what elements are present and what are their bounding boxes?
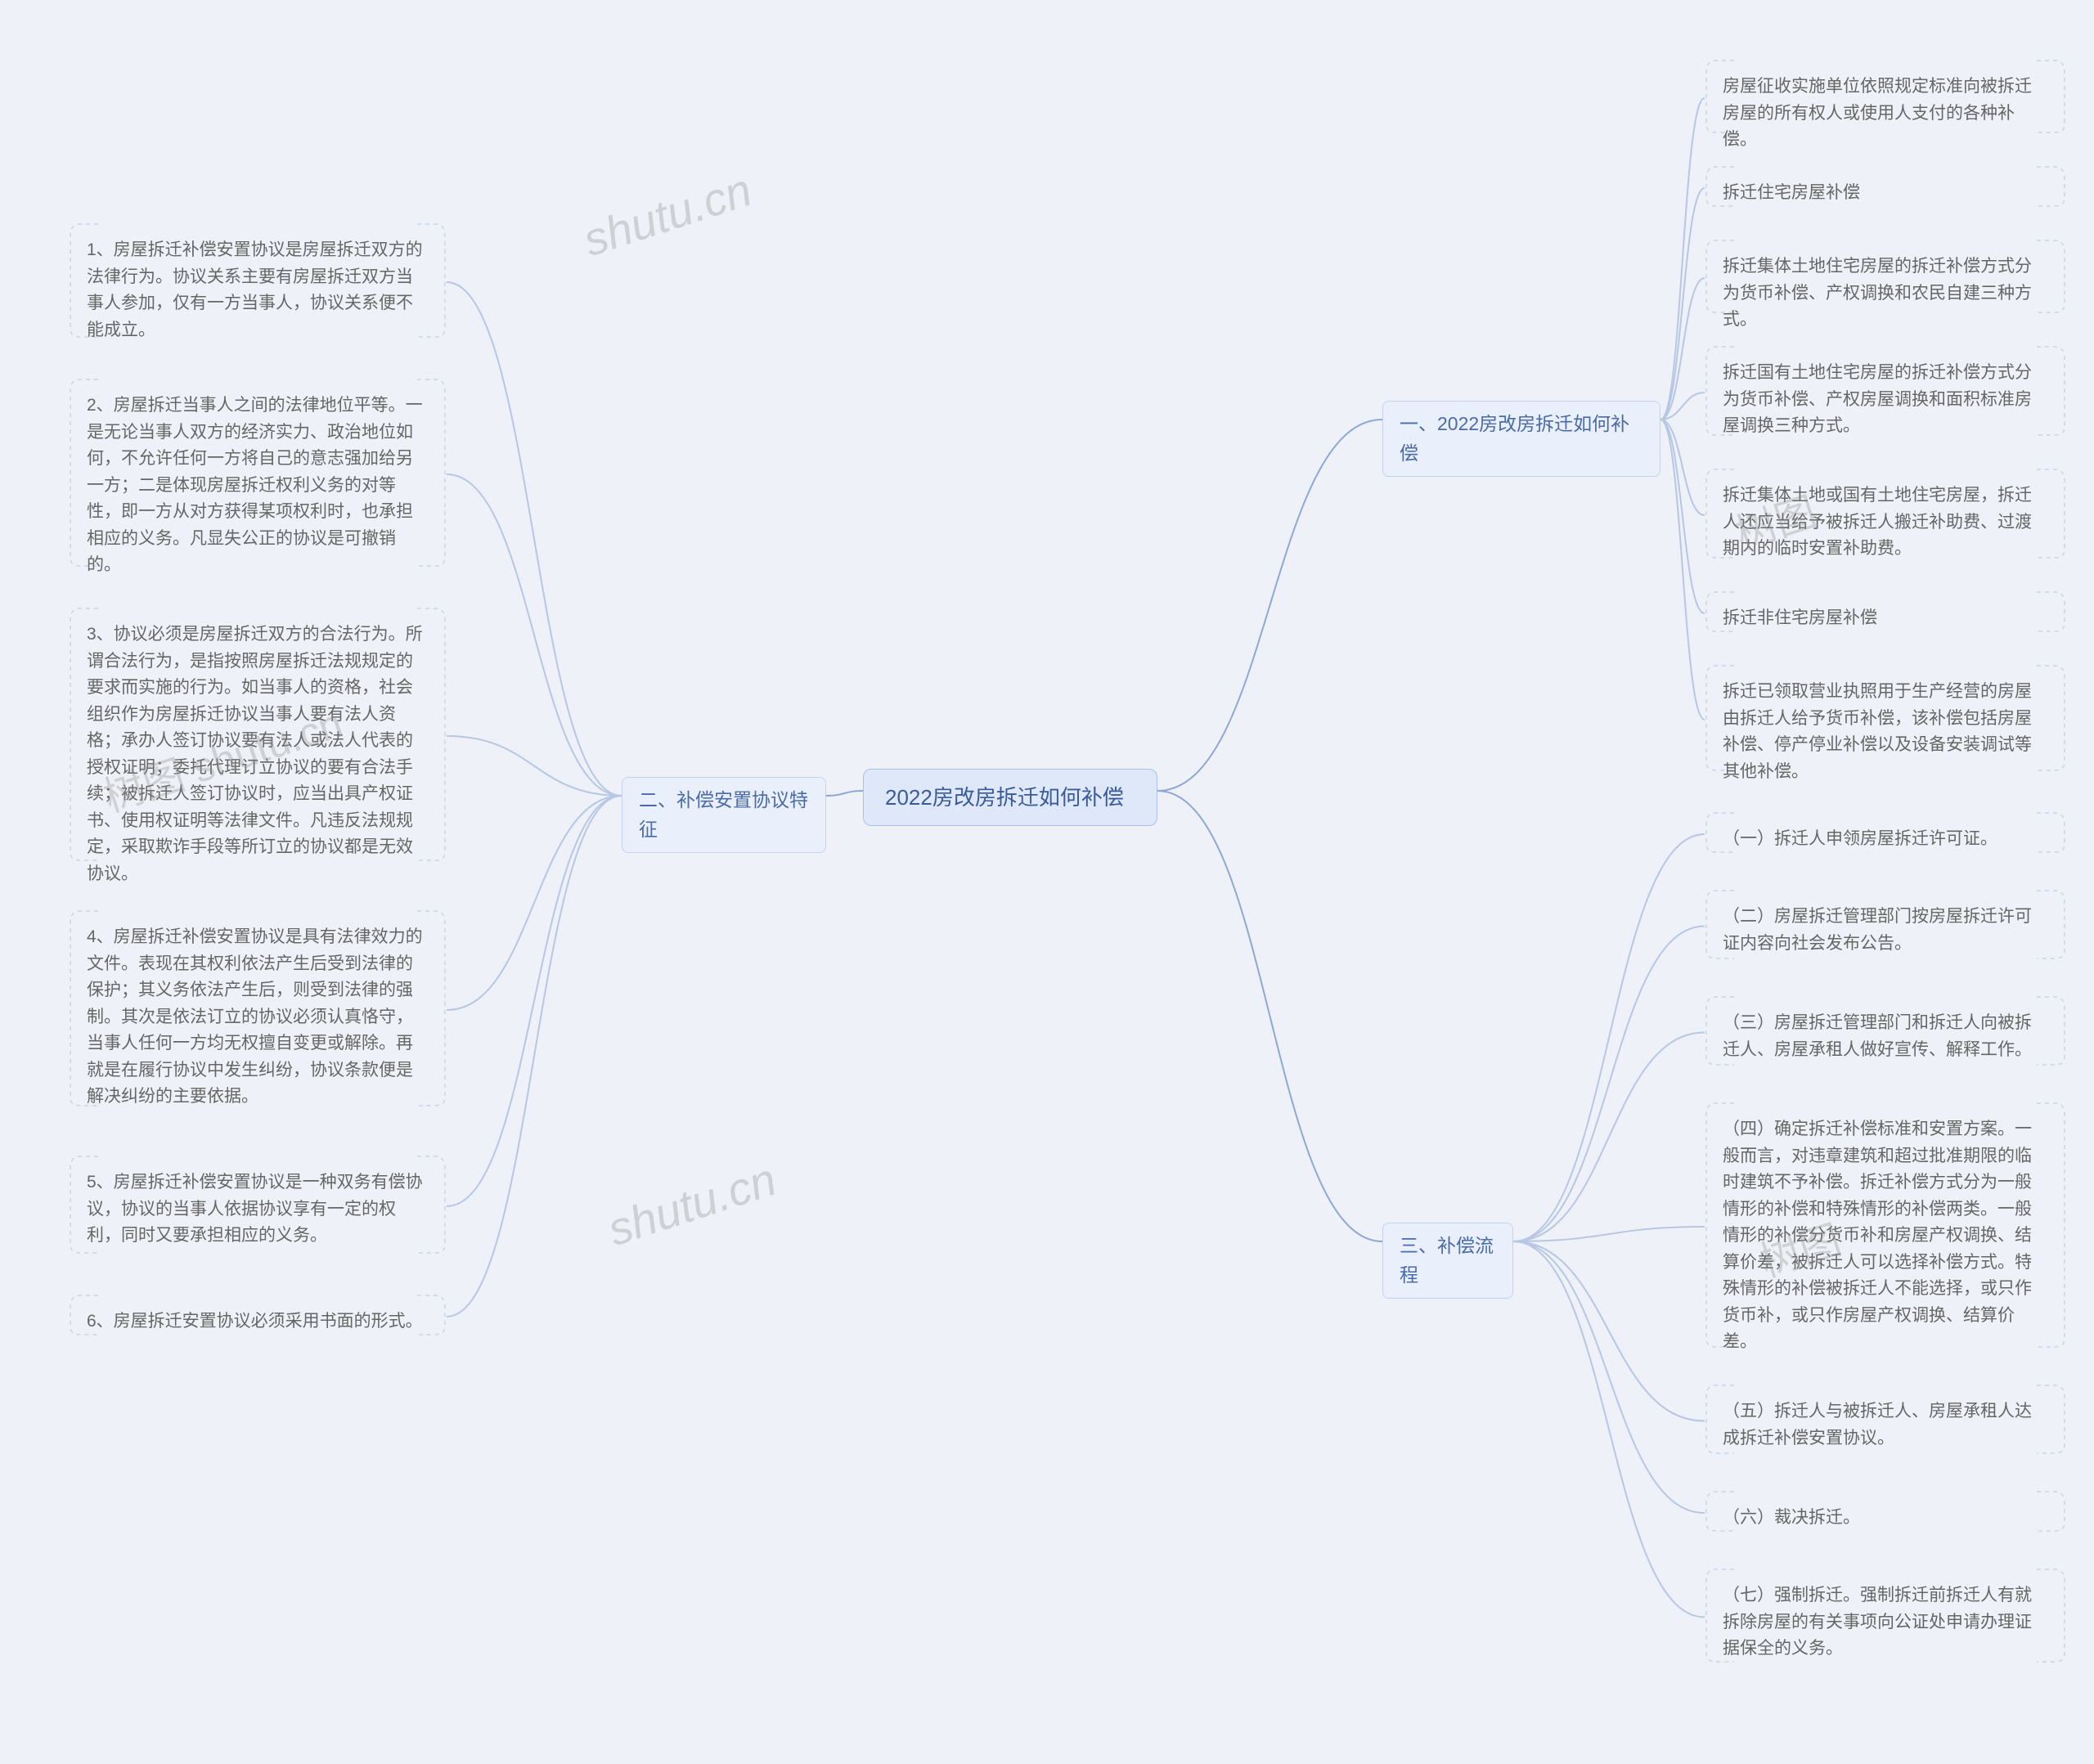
mindmap-canvas: 2022房改房拆迁如何补偿 一、2022房改房拆迁如何补偿 二、补偿安置协议特征…: [0, 0, 2094, 1764]
leaf-s1-1[interactable]: 拆迁住宅房屋补偿: [1710, 172, 2061, 215]
leaf-s2-3[interactable]: 4、房屋拆迁补偿安置协议是具有法律效力的文件。表现在其权利依法产生后受到法律的保…: [74, 916, 442, 1119]
root-node[interactable]: 2022房改房拆迁如何补偿: [863, 769, 1157, 826]
branch-1-label: 一、2022房改房拆迁如何补偿: [1400, 413, 1629, 464]
leaf-s3-2[interactable]: （三）房屋拆迁管理部门和拆迁人向被拆迁人、房屋承租人做好宣传、解释工作。: [1710, 1002, 2061, 1071]
branch-1[interactable]: 一、2022房改房拆迁如何补偿: [1382, 401, 1660, 477]
root-label: 2022房改房拆迁如何补偿: [885, 785, 1124, 810]
branch-3[interactable]: 三、补偿流程: [1382, 1223, 1513, 1299]
leaf-s1-0[interactable]: 房屋征收实施单位依照规定标准向被拆迁房屋的所有权人或使用人支付的各种补偿。: [1710, 65, 2061, 162]
watermark-0: shutu.cn: [577, 163, 757, 267]
leaf-s2-2[interactable]: 3、协议必须是房屋拆迁双方的合法行为。所谓合法行为，是指按照房屋拆迁法规规定的要…: [74, 613, 442, 895]
leaf-s2-5[interactable]: 6、房屋拆迁安置协议必须采用书面的形式。: [74, 1300, 442, 1344]
branch-3-label: 三、补偿流程: [1400, 1235, 1494, 1286]
leaf-s1-3[interactable]: 拆迁国有土地住宅房屋的拆迁补偿方式分为货币补偿、产权房屋调换和面积标准房屋调换三…: [1710, 352, 2061, 448]
leaf-s2-0[interactable]: 1、房屋拆迁补偿安置协议是房屋拆迁双方的法律行为。协议关系主要有房屋拆迁双方当事…: [74, 229, 442, 352]
watermark-2: shutu.cn: [601, 1152, 782, 1256]
leaf-s3-0[interactable]: （一）拆迁人申领房屋拆迁许可证。: [1710, 818, 2061, 861]
leaf-s3-4[interactable]: （五）拆迁人与被拆迁人、房屋承租人达成拆迁补偿安置协议。: [1710, 1390, 2061, 1460]
leaf-s1-4[interactable]: 拆迁集体土地或国有土地住宅房屋，拆迁人还应当给予被拆迁人搬迁补助费、过渡期内的临…: [1710, 474, 2061, 571]
leaf-s1-5[interactable]: 拆迁非住宅房屋补偿: [1710, 597, 2061, 640]
leaf-s3-6[interactable]: （七）强制拆迁。强制拆迁前拆迁人有就拆除房屋的有关事项向公证处申请办理证据保全的…: [1710, 1574, 2061, 1671]
branch-2[interactable]: 二、补偿安置协议特征: [622, 777, 826, 853]
leaf-s1-2[interactable]: 拆迁集体土地住宅房屋的拆迁补偿方式分为货币补偿、产权调换和农民自建三种方式。: [1710, 245, 2061, 342]
leaf-s3-3[interactable]: （四）确定拆迁补偿标准和安置方案。一般而言，对违章建筑和超过批准期限的临时建筑不…: [1710, 1108, 2061, 1364]
branch-2-label: 二、补偿安置协议特征: [639, 789, 808, 840]
leaf-s3-1[interactable]: （二）房屋拆迁管理部门按房屋拆迁许可证内容向社会发布公告。: [1710, 895, 2061, 965]
leaf-s1-6[interactable]: 拆迁已领取营业执照用于生产经营的房屋由拆迁人给予货币补偿，该补偿包括房屋补偿、停…: [1710, 671, 2061, 793]
leaf-s3-5[interactable]: （六）裁决拆迁。: [1710, 1497, 2061, 1540]
leaf-s2-4[interactable]: 5、房屋拆迁补偿安置协议是一种双务有偿协议，协议的当事人依据协议享有一定的权利，…: [74, 1161, 442, 1258]
leaf-s2-1[interactable]: 2、房屋拆迁当事人之间的法律地位平等。一是无论当事人双方的经济实力、政治地位如何…: [74, 384, 442, 587]
